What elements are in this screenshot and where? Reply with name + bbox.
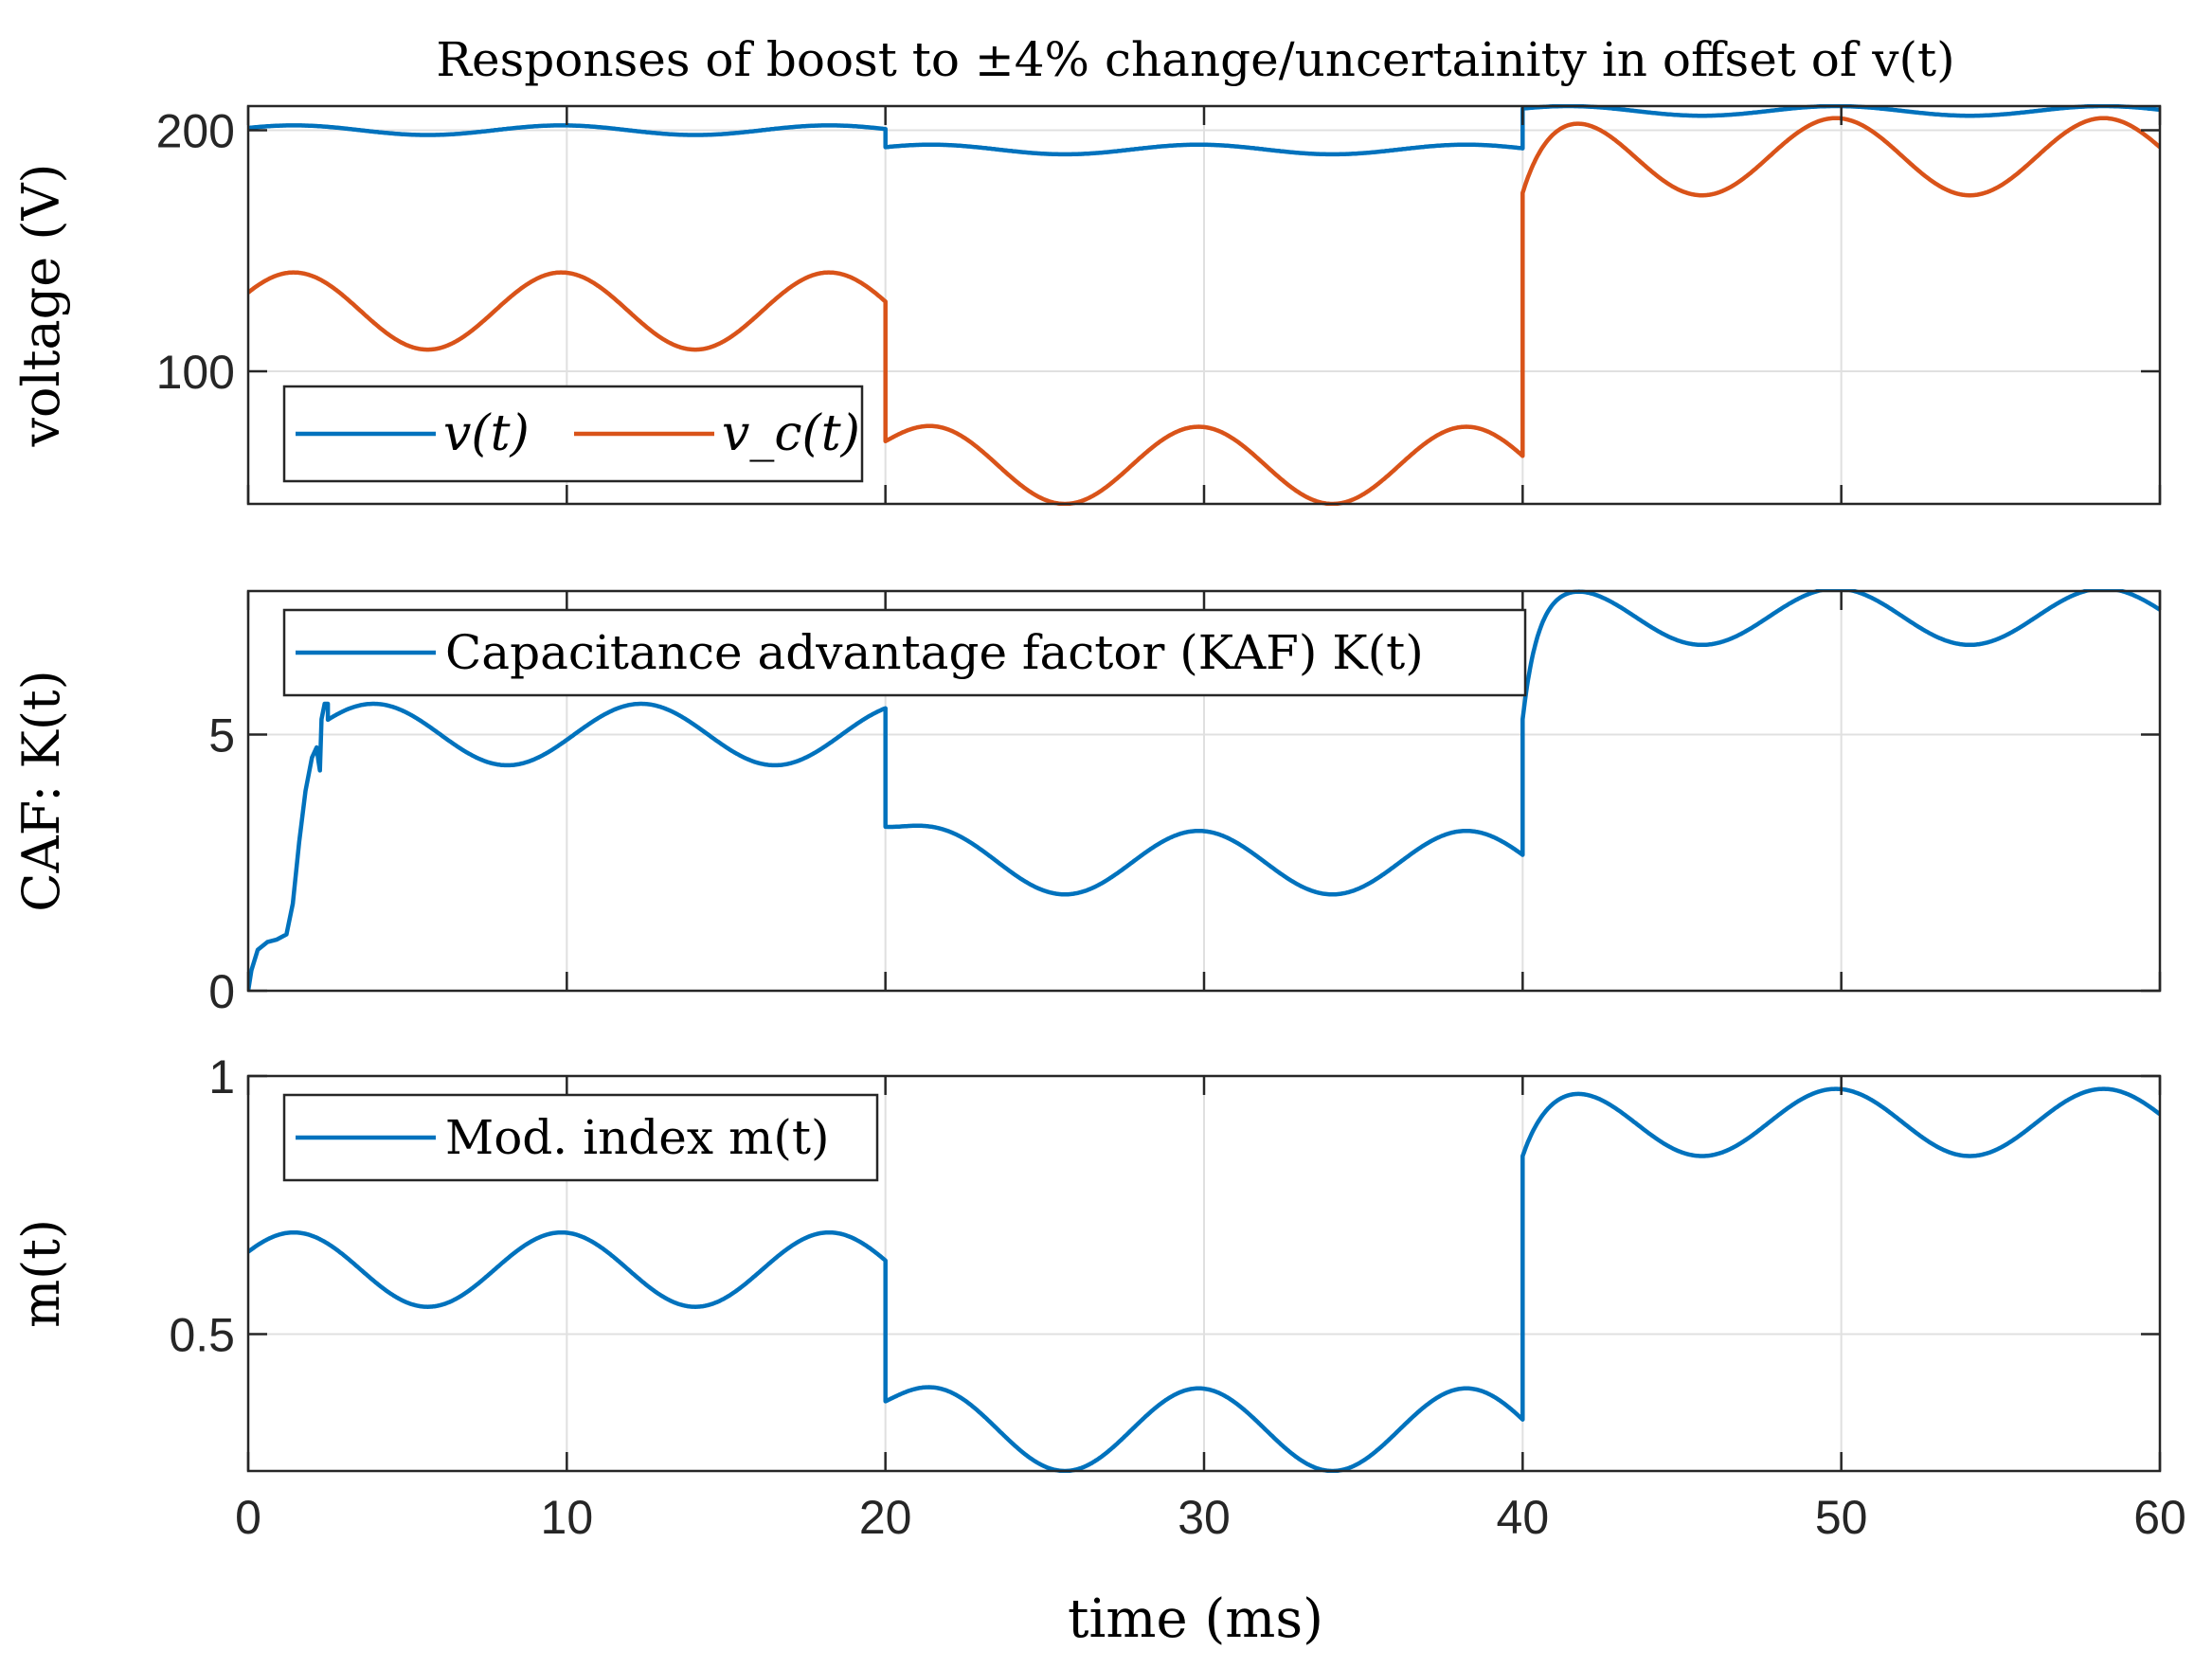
x-tick-label: 40: [1497, 1491, 1550, 1544]
x-tick-label: 10: [541, 1491, 594, 1544]
legend: Capacitance advantage factor (KAF) K(t): [282, 608, 1527, 697]
legend: Mod. index m(t): [282, 1093, 879, 1182]
x-tick-label: 50: [1815, 1491, 1868, 1544]
y-axis-label: voltage (V): [11, 163, 71, 447]
x-tick-label: 60: [2133, 1491, 2186, 1544]
x-tick-label: 30: [1178, 1491, 1231, 1544]
x-axis-label: time (ms): [1068, 1588, 1323, 1650]
x-tick-label: 20: [859, 1491, 912, 1544]
chart-title: Responses of boost to ±4% change/uncerta…: [436, 32, 1954, 87]
y-tick-label: 100: [156, 346, 235, 399]
x-tick-label: 0: [235, 1491, 261, 1544]
legend-box: [282, 608, 1527, 697]
y-tick-label: 0: [208, 965, 235, 1018]
legend-label-2: v_c(t): [722, 405, 860, 462]
series-line-1: [248, 589, 2160, 992]
legend: v(t) v_c(t): [282, 385, 864, 483]
y-tick-label: 0.5: [169, 1309, 235, 1362]
panel-voltage: 100 200 voltage (V) v(t) v_c(t): [11, 104, 2162, 506]
y-tick-label: 200: [156, 104, 235, 157]
panel-caf: 0 5 CAF: K(t) Capacitance advantage factor …: [11, 589, 2162, 1018]
legend-label-1: v(t): [443, 405, 530, 462]
y-axis-label: m(t): [11, 1219, 71, 1328]
y-tick-label: 1: [208, 1050, 235, 1103]
y-axis-label: CAF: K(t): [11, 670, 71, 911]
legend-label-1: Mod. index m(t): [445, 1110, 830, 1165]
legend-label-1: Capacitance advantage factor (KAF) K(t): [445, 625, 1424, 680]
y-tick-label: 5: [208, 708, 235, 762]
panel-mod-index: 0.510 10 20 30 40 50 60m(t)Mod. index m(t): [11, 1050, 2186, 1544]
